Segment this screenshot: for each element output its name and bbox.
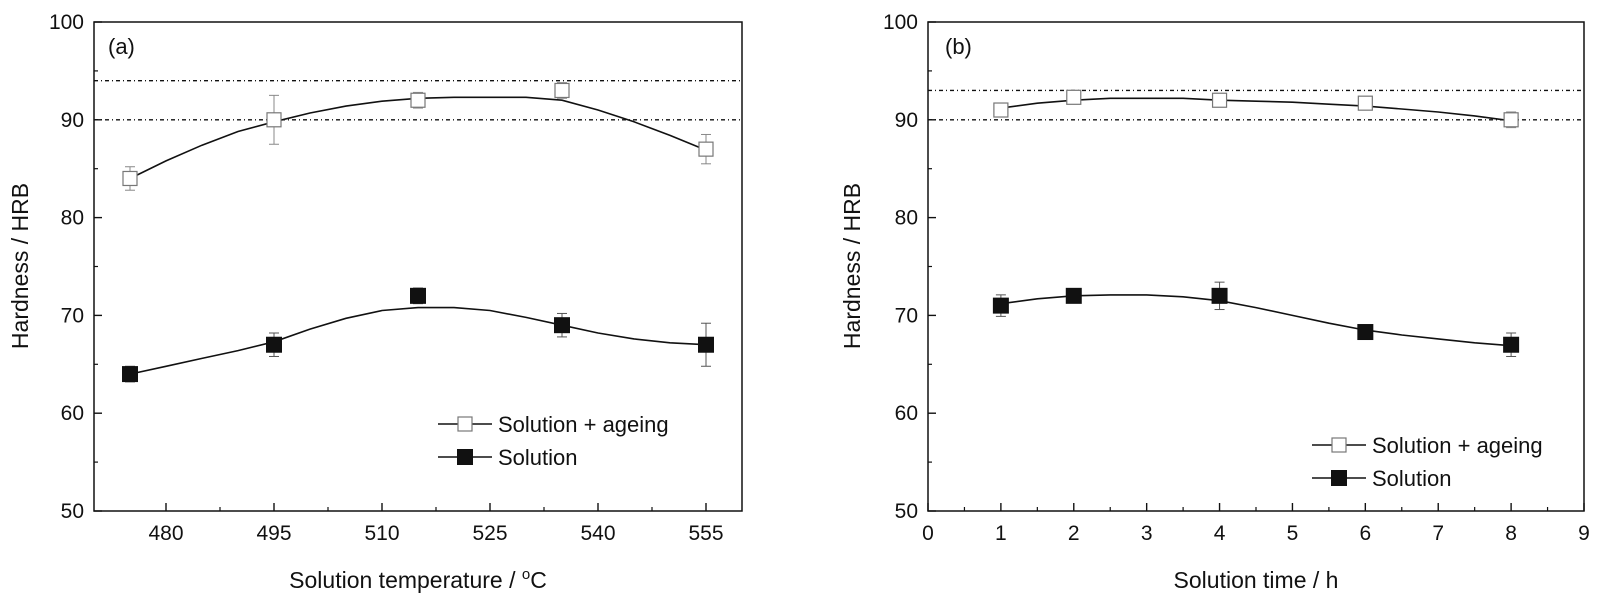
- x-tick-label: 495: [256, 522, 291, 545]
- series-solution-ageing: [122, 82, 714, 191]
- x-tick-label: 480: [148, 522, 183, 545]
- legend-label: Solution + ageing: [498, 412, 669, 437]
- data-point: [122, 170, 138, 187]
- x-tick-label: 9: [1578, 522, 1590, 545]
- chart-panel-b: 0 1 2 3 4 5 6 7 8 9 50 60 70 80 90 100 (b) Hardness / H…: [839, 11, 1590, 593]
- data-point: [1211, 287, 1228, 304]
- x-tick-label: 3: [1141, 522, 1153, 545]
- legend-label: Solution + ageing: [1372, 433, 1543, 458]
- legend-item: Solution + ageing: [1312, 433, 1543, 458]
- x-tick-label: 525: [472, 522, 507, 545]
- data-point: [266, 112, 282, 128]
- fit-line: [129, 96, 707, 180]
- x-tick-label: 4: [1214, 522, 1226, 545]
- y-tick-label: 70: [61, 304, 84, 327]
- legend-item: Solution: [1312, 466, 1452, 491]
- x-tick-label: 7: [1432, 522, 1444, 545]
- y-tick-label: 80: [895, 207, 918, 230]
- data-point: [1503, 336, 1520, 353]
- y-tick-label: 50: [895, 500, 918, 523]
- legend-marker: [1331, 437, 1347, 453]
- x-tick-label: 6: [1359, 522, 1371, 545]
- y-tick-label: 80: [61, 207, 84, 230]
- data-point: [1211, 92, 1228, 108]
- panel-label: (a): [108, 34, 135, 59]
- y-axis-label: Hardness / HRB: [839, 183, 865, 349]
- data-point: [1503, 112, 1519, 128]
- x-axis-label: Solution temperature / oC: [289, 566, 547, 593]
- y-tick-label: 90: [895, 109, 918, 132]
- x-tick-label: 540: [580, 522, 615, 545]
- legend-item: Solution: [438, 445, 578, 470]
- legend-label: Solution: [1372, 466, 1452, 491]
- x-tick-label: 1: [995, 522, 1007, 545]
- y-tick-label: 50: [61, 500, 84, 523]
- legend: Solution + ageing Solution: [1312, 433, 1543, 491]
- y-axis-label: Hardness / HRB: [7, 183, 33, 349]
- x-tick-label: 0: [922, 522, 934, 545]
- x-tick-label: 510: [364, 522, 399, 545]
- data-point: [1066, 89, 1082, 105]
- fit-line: [1000, 294, 1512, 347]
- data-point: [992, 297, 1009, 314]
- x-axis-label: Solution time / h: [1174, 567, 1339, 593]
- series-solution: [992, 281, 1520, 357]
- legend-label: Solution: [498, 445, 578, 470]
- y-tick-label: 90: [61, 109, 84, 132]
- x-tick-label: 8: [1505, 522, 1517, 545]
- y-tick-label: 100: [49, 11, 84, 34]
- series-solution: [122, 287, 714, 383]
- legend-marker: [457, 416, 473, 432]
- data-point: [554, 317, 570, 334]
- data-point: [1357, 95, 1373, 111]
- data-point: [1357, 324, 1374, 341]
- x-tick-label: 5: [1287, 522, 1299, 545]
- series-solution-ageing: [993, 89, 1519, 129]
- fit-line: [1000, 97, 1512, 122]
- legend-marker: [1331, 470, 1347, 486]
- data-point: [410, 92, 426, 108]
- legend-item: Solution + ageing: [438, 412, 669, 437]
- data-point: [698, 336, 714, 353]
- y-tick-label: 60: [61, 402, 84, 425]
- data-point: [993, 102, 1009, 118]
- data-point: [266, 336, 282, 353]
- legend-marker: [457, 449, 473, 465]
- y-tick-label: 70: [895, 304, 918, 327]
- chart-panel-a: 480 495 510 525 540 555 50 60 70 80 90 100 (a) Hard…: [7, 11, 743, 593]
- data-point: [410, 287, 426, 304]
- fit-line: [129, 306, 707, 375]
- data-point: [698, 141, 714, 157]
- data-point: [554, 82, 570, 99]
- data-point: [122, 366, 138, 383]
- y-tick-label: 60: [895, 402, 918, 425]
- x-tick-label: 555: [688, 522, 723, 545]
- y-tick-label: 100: [883, 11, 918, 34]
- panel-label: (b): [945, 34, 972, 59]
- x-tick-label: 2: [1068, 522, 1080, 545]
- legend: Solution + ageing Solution: [438, 412, 669, 470]
- data-point: [1065, 287, 1082, 304]
